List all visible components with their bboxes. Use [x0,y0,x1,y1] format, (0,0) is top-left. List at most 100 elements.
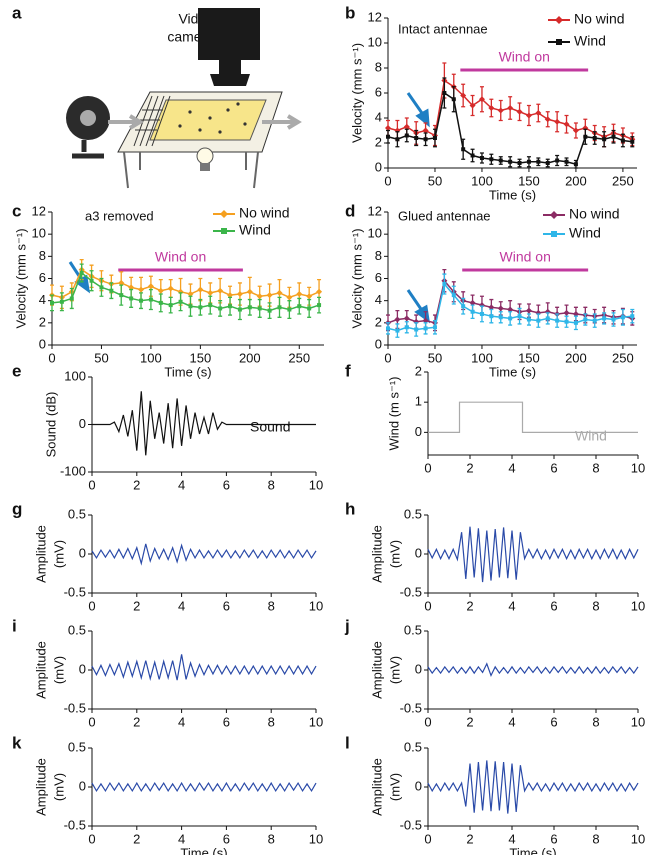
data-point [572,127,579,134]
data-point [508,316,513,321]
data-point [572,310,579,317]
data-point [246,288,253,295]
arrow [406,289,425,313]
series-line [91,543,317,566]
y-tick-label: 12 [368,9,382,24]
data-point [257,306,262,311]
wind-on-label: Wind on [155,249,206,265]
chart-annotation: a3 removed [85,208,154,223]
y-tick-label: 0.5 [404,622,422,637]
x-tick-label: 10 [631,831,645,846]
x-tick-label: 10 [631,714,645,729]
x-tick-label: 2 [466,598,473,613]
data-point [99,285,104,290]
data-point [157,287,164,294]
data-point [508,159,513,164]
x-tick-label: 2 [466,460,473,475]
data-point [470,153,475,158]
y-tick-label: 6 [375,84,382,99]
data-point [592,318,597,323]
y-axis-label: Amplitude [369,758,384,816]
y-axis-label: Amplitude [369,525,384,583]
data-point [317,303,322,308]
x-axis-label: Time (s) [489,364,536,379]
x-tick-label: 200 [239,350,261,365]
y-tick-label: 2 [375,314,382,329]
legend-marker [220,210,228,218]
data-point [287,307,292,312]
data-point [442,91,447,95]
x-tick-label: 10 [309,598,323,613]
y-tick-label: -0.5 [400,700,422,715]
legend-label: No wind [239,205,290,221]
x-axis-label: Time (s) [164,364,211,379]
x-tick-label: 4 [178,831,185,846]
data-point [611,134,616,139]
chart-annotation: Intact antennae [398,21,488,36]
y-tick-label: 2 [39,314,46,329]
data-point [469,299,476,306]
y-axis-label: Velocity (mm s⁻¹) [349,228,364,328]
x-tick-label: 8 [268,831,275,846]
x-tick-label: 4 [508,598,515,613]
data-point [187,291,194,298]
x-tick-label: 6 [550,460,557,475]
x-tick-label: 6 [223,477,230,492]
legend-marker [556,39,562,45]
data-point [526,317,531,322]
data-point [404,325,409,330]
x-tick-label: 4 [178,598,185,613]
y-tick-label: 0 [415,661,422,676]
data-point [507,105,514,111]
data-point [564,319,569,324]
arrow-head [414,304,431,324]
data-point [228,304,233,309]
data-point [432,325,437,330]
flies [178,102,247,134]
series-line [91,781,317,793]
x-tick-label: 6 [223,714,230,729]
x-tick-label: 8 [592,714,599,729]
y-tick-label: 1 [415,394,422,409]
data-point [386,326,390,331]
data-point [414,327,419,332]
y-axis-label: (mV) [387,540,402,568]
data-point [198,305,203,310]
x-tick-label: 2 [133,598,140,613]
panel-letter: f [345,361,351,380]
data-point [555,318,560,323]
setup-diagram: a Video camera [12,3,302,189]
y-axis-label: Amplitude [33,641,48,699]
data-point [139,298,144,303]
data-point [89,278,94,283]
x-tick-label: 0 [424,831,431,846]
data-point [395,137,400,142]
panel-letter: b [345,3,355,22]
camera-neck [219,60,241,74]
x-tick-label: 8 [268,477,275,492]
data-point [592,136,597,140]
y-tick-label: 0 [415,424,422,439]
data-point [583,134,588,139]
x-tick-label: 200 [565,173,587,188]
data-point [442,282,447,287]
x-tick-label: 0 [88,598,95,613]
y-tick-label: 0.5 [404,506,422,521]
data-point [207,289,214,296]
x-tick-label: 4 [178,714,185,729]
data-point [470,309,475,314]
series-line [427,760,639,814]
data-point [256,293,263,300]
y-axis-label: (mV) [51,773,66,801]
y-tick-label: 0 [79,545,86,560]
y-tick-label: 8 [375,248,382,263]
x-tick-label: 10 [631,598,645,613]
data-point [489,314,494,319]
wind-on-label: Wind on [500,249,551,265]
x-tick-label: 150 [190,350,212,365]
data-point [138,286,145,293]
x-tick-label: 8 [268,598,275,613]
data-point [423,137,428,142]
